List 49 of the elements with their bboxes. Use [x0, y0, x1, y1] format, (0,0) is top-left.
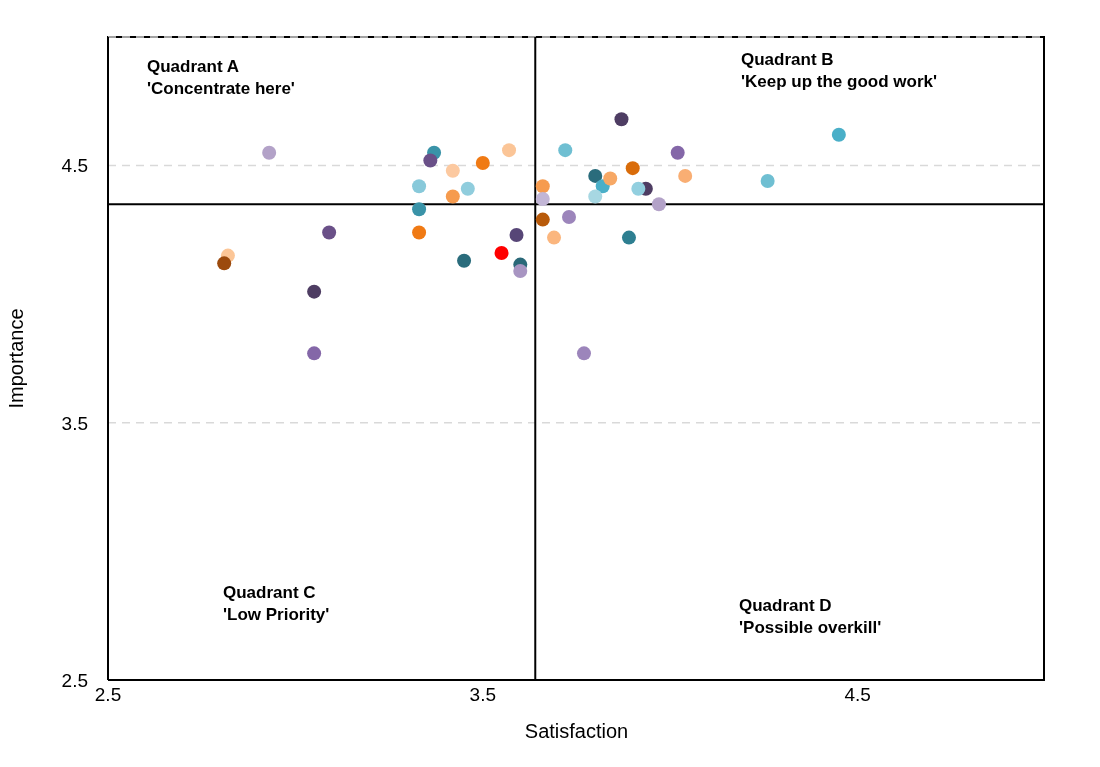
- point: [614, 112, 629, 127]
- annotation: Quadrant A 'Concentrate here': [147, 56, 295, 100]
- annotation: Quadrant D 'Possible overkill': [739, 595, 882, 639]
- x-tick-label: 3.5: [469, 684, 497, 706]
- point: [625, 161, 640, 176]
- y-tick-label: 2.5: [61, 669, 88, 691]
- point: [547, 230, 562, 245]
- point: [307, 284, 322, 299]
- point: [494, 246, 509, 261]
- point: [475, 156, 490, 171]
- point: [423, 153, 438, 168]
- point: [460, 181, 475, 196]
- point: [535, 179, 550, 194]
- x-axis-title: Satisfaction: [524, 720, 629, 742]
- point: [445, 163, 460, 178]
- point: [621, 230, 636, 245]
- point: [509, 228, 524, 243]
- point: [651, 197, 666, 212]
- annotation: Quadrant C 'Low Priority': [223, 582, 330, 626]
- point: [535, 212, 550, 227]
- point: [577, 346, 591, 361]
- point: [457, 253, 472, 268]
- point: [670, 145, 685, 160]
- point: [631, 181, 646, 196]
- point: [262, 145, 277, 160]
- y-axis-title: Importance: [5, 308, 28, 409]
- point: [831, 127, 846, 142]
- y-tick-label: 3.5: [61, 412, 88, 434]
- point: [603, 171, 618, 186]
- annotation: Quadrant B 'Keep up the good work': [741, 49, 938, 93]
- point: [588, 189, 603, 204]
- point: [535, 192, 550, 207]
- x-tick-label: 2.5: [94, 684, 122, 706]
- point: [558, 143, 573, 158]
- point: [760, 174, 775, 189]
- point: [412, 179, 427, 194]
- point: [588, 168, 603, 183]
- point: [412, 225, 427, 240]
- y-tick-label: 4.5: [61, 155, 88, 177]
- point: [678, 168, 693, 183]
- x-tick-label: 4.5: [844, 684, 871, 706]
- point: [562, 210, 576, 225]
- point: [217, 256, 232, 271]
- point: [445, 189, 460, 204]
- point: [307, 346, 322, 361]
- point: [502, 143, 517, 158]
- point: [322, 225, 337, 240]
- point: [412, 202, 427, 217]
- point: [513, 264, 528, 279]
